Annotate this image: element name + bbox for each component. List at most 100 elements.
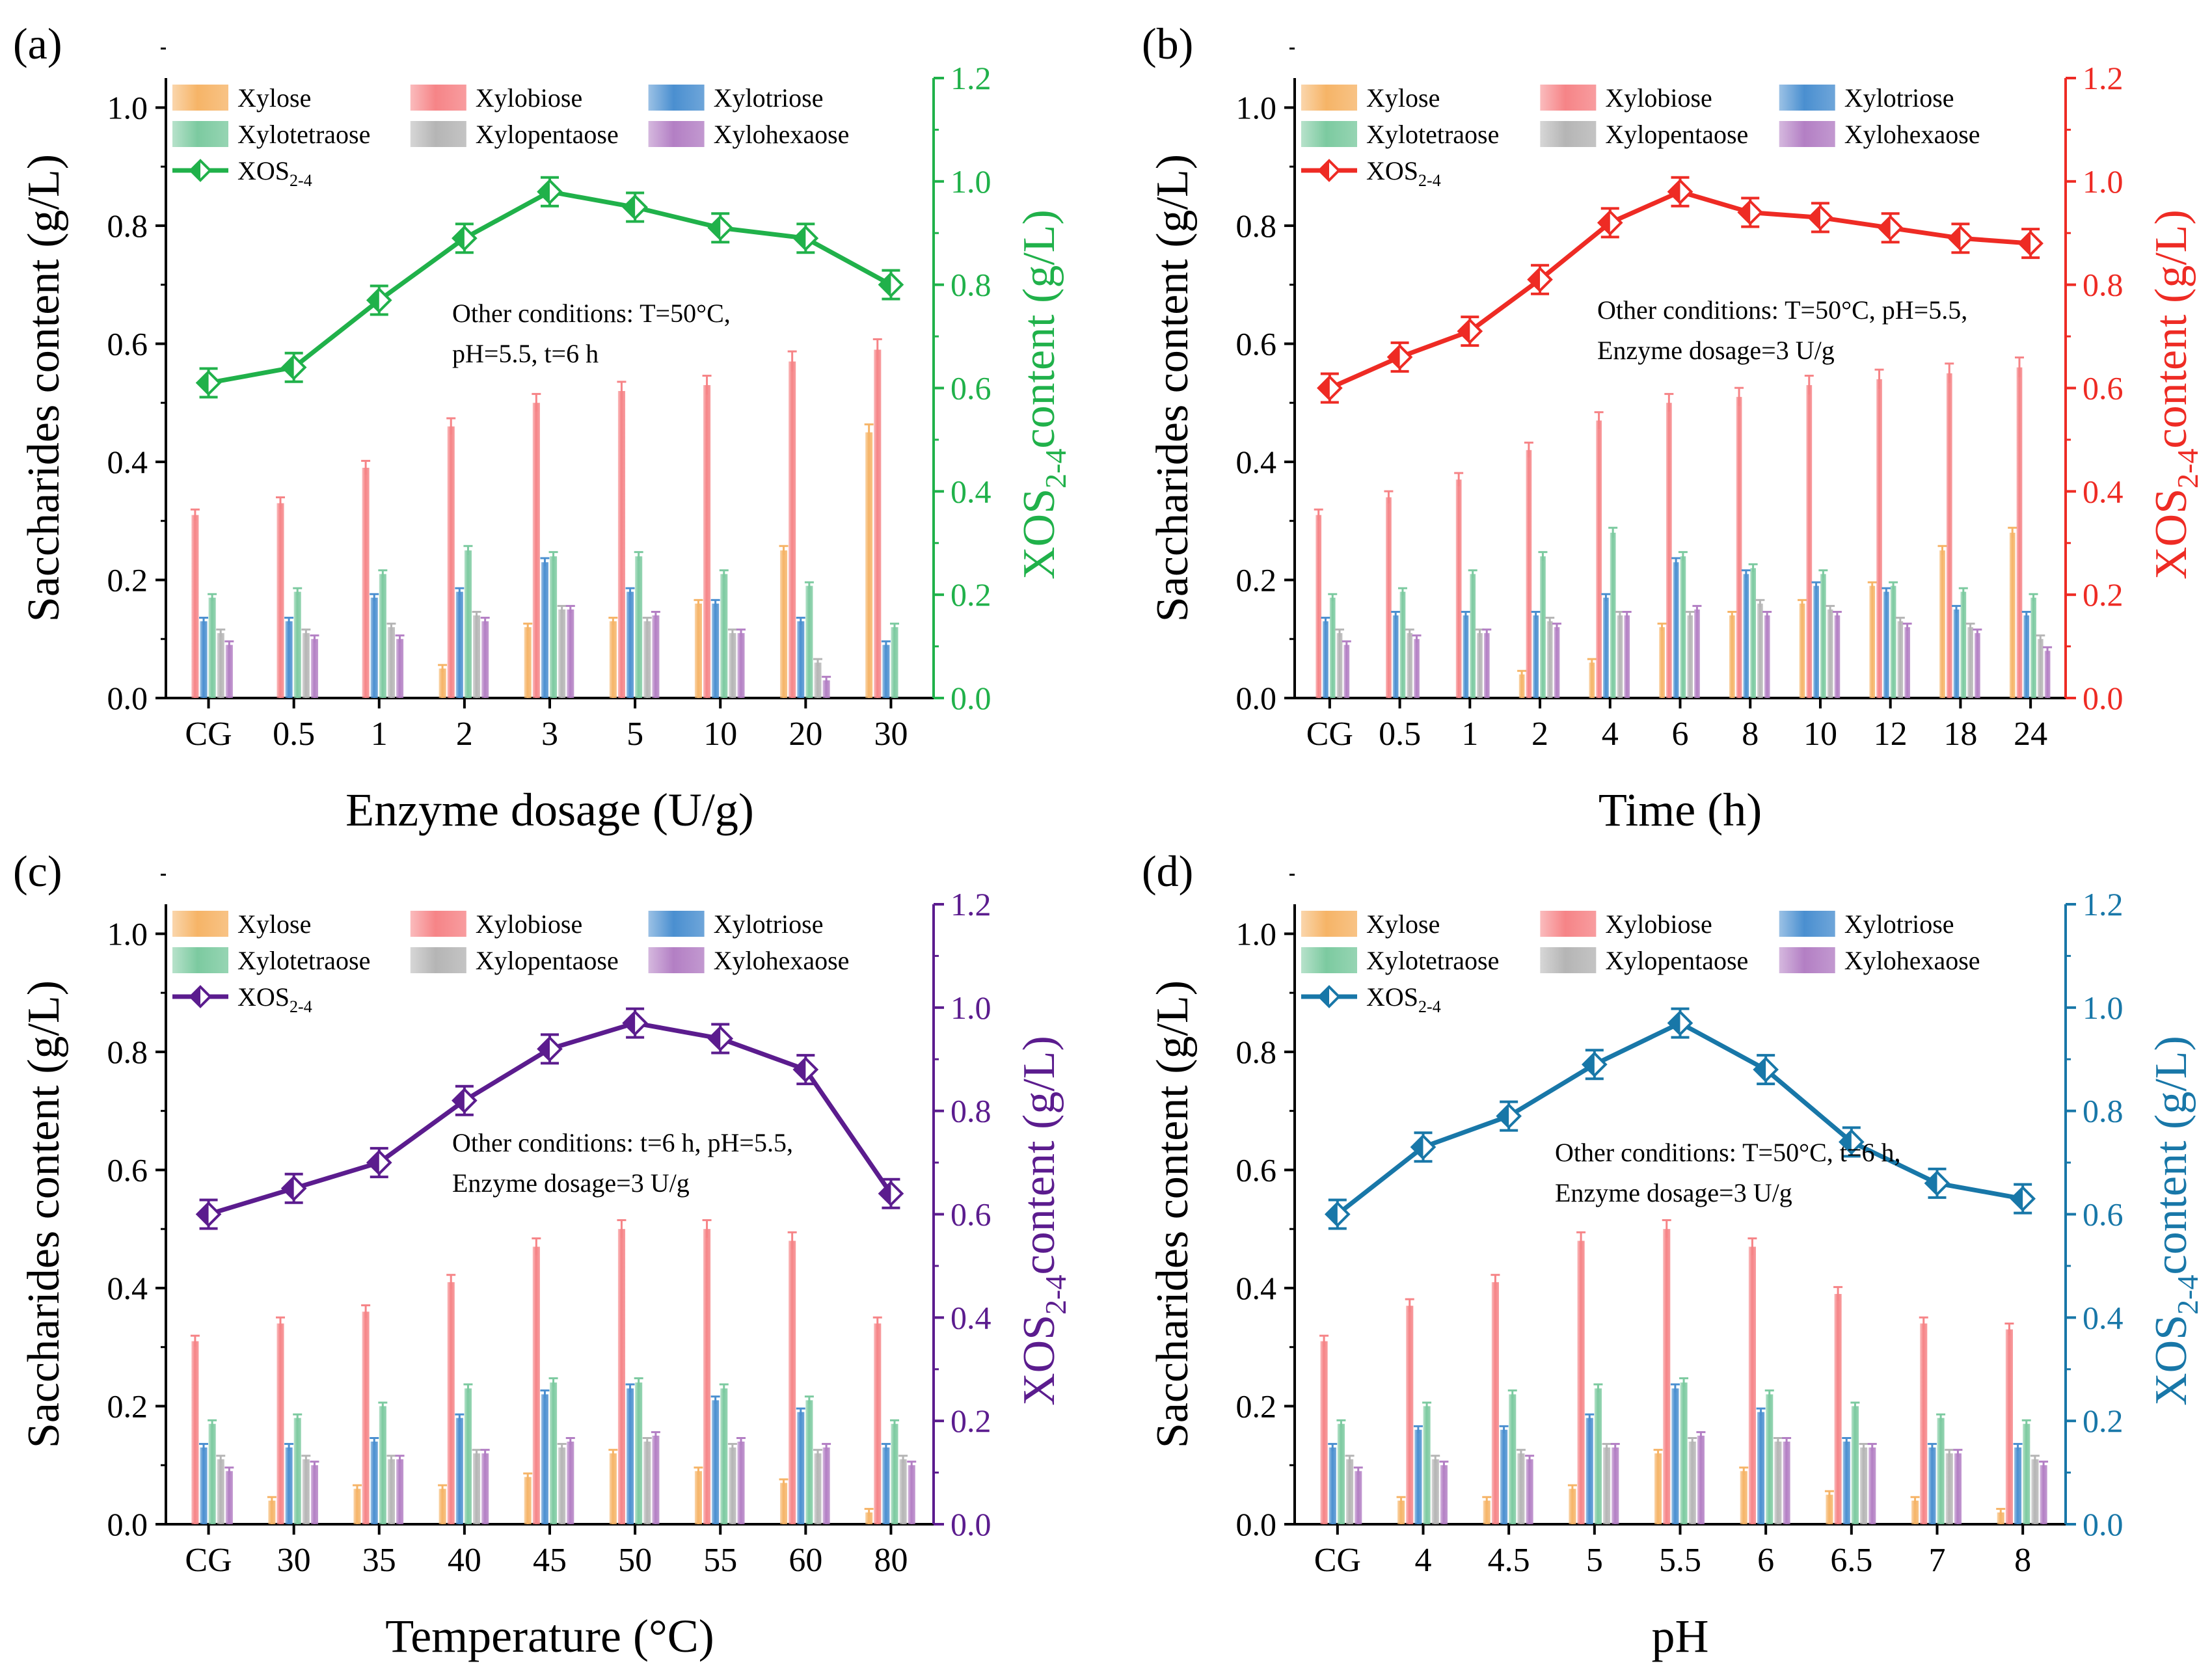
y-tick-label: 0.6 [1236,1151,1277,1188]
y-axis-title: Saccharides content (g/L) [1148,154,1198,622]
bar-xylose [1483,1500,1490,1524]
annotation-text: pH=5.5, t=6 h [452,339,599,368]
bar-xylose [268,1500,276,1524]
y2-tick-label: 1.2 [951,886,991,922]
bar-xylotetraose [1509,1394,1517,1524]
bar-xylotriose [2014,1447,2022,1524]
y-tick-label: 0.2 [1236,1388,1277,1424]
x-axis-title: Time (h) [1598,784,1762,836]
bar-xylohexaose [1355,1471,1362,1524]
bar-xylose [865,1512,873,1524]
x-axis-title: Enzyme dosage (U/g) [345,784,754,836]
bar-xylopentaose [1945,1453,1953,1524]
y2-tick-label: 0.8 [951,1093,991,1129]
bar-xylotriose [1463,615,1469,698]
bar-xylohexaose [822,1447,830,1524]
bar-xylopentaose [1603,1447,1611,1524]
legend-swatch [1540,121,1597,147]
legend-line-main: XOS [1366,156,1418,185]
bar-xylotriose [882,645,890,698]
bar-xylopentaose [302,633,310,698]
y2-tick-label: 0.2 [2083,576,2124,613]
bar-xylose [524,1477,532,1524]
bar-xylohexaose [1904,627,1910,698]
x-tick-label: 0.5 [1379,716,1421,753]
legend-label: Xylotetraose [237,946,370,975]
y2-title-main: XOS [2146,489,2196,580]
x-tick-label: 30 [277,1542,311,1579]
bar-xylohexaose [1834,615,1841,698]
xos-point-fill [282,1177,294,1200]
bar-xylotetraose [1680,556,1686,698]
bar-xylobiose [1876,379,1882,698]
bar-xylose [694,603,702,698]
bar-xylohexaose [567,609,574,698]
bar-xylotriose [285,1447,293,1524]
bar-xylotriose [2023,615,2030,698]
y-axis-title: Saccharides content (g/L) [1148,980,1198,1448]
bar-xylohexaose [822,680,830,698]
legend-swatch [172,121,228,147]
bar-xylopentaose [1617,615,1623,698]
y-tick-label: 0.0 [107,1506,148,1542]
xos-point-fill [1926,1172,1937,1194]
bar-xylotriose [1953,609,1960,698]
bar-xylohexaose [481,621,489,698]
xos-point-fill [453,1089,465,1112]
y2-title-rest: content (g/L) [2146,209,2196,448]
bar-xylohexaose [1974,633,1980,698]
panel-label: (c) [13,846,62,896]
bar-xylohexaose [908,1465,915,1524]
bar-xylohexaose [310,1465,318,1524]
y-tick-label: 0.6 [107,1151,148,1188]
bar-xylotetraose [2030,597,2036,698]
y2-tick-label: 0.2 [2083,1403,2124,1439]
xos-point-fill [1809,206,1820,229]
bar-xylopentaose [473,1453,481,1524]
legend: Xylose Xylobiose Xylotriose Xylotetraose Xyl… [172,909,849,1016]
xos-point-fill [794,227,806,250]
bar-xylopentaose [217,1459,224,1524]
bar-xylotetraose [1960,591,1967,698]
legend-swatch [410,911,466,937]
bar-xylobiose [276,1323,284,1524]
bar-xylotriose [1928,1447,1936,1524]
xos-point-fill [539,180,550,203]
bar-xylobiose [362,468,370,698]
annotation-text: Enzyme dosage=3 U/g [1597,336,1835,365]
chart-panel-4: (d) 0.0 0.2 0.4 0.6 0.8 1.0 0.0 0.2 0.4 0.6 0.8 1.0 1… [1142,846,2204,1662]
xos-point-fill [1755,1058,1766,1081]
bar-xylose [780,1483,788,1524]
bar-xylotetraose [1851,1406,1859,1524]
legend-swatch [1779,85,1835,111]
y-tick-label: 0.4 [107,1270,148,1306]
bar-xylose [1911,1500,1919,1524]
bar-xylose [694,1471,702,1524]
bar-xylotetraose [1890,585,1896,698]
bar-xylopentaose [387,1459,395,1524]
y-tick-label: 0.6 [1236,325,1277,362]
bar-xylopentaose [1774,1441,1782,1524]
bar-xylotetraose [1594,1388,1602,1524]
legend-swatch [172,911,228,937]
bar-xylohexaose [652,1435,660,1524]
legend: Xylose Xylobiose Xylotriose Xylotetraose Xyl… [172,83,849,190]
bar-xylose [353,1488,361,1524]
x-tick-label: 10 [703,716,737,753]
bar-xylotetraose [891,1423,898,1524]
annotation-text: Other conditions: T=50°C, [452,299,731,328]
x-tick-label: 6 [1757,1542,1774,1579]
xos-point-fill [794,1058,806,1081]
legend-swatch [172,947,228,973]
bar-xylopentaose [2031,1459,2039,1524]
bar-xylotetraose [464,1388,472,1524]
legend-swatch [1779,911,1835,937]
bar-xylobiose [874,1323,882,1524]
legend-label: Xylotetraose [237,120,370,149]
chart-panel-2: (b) 0.0 0.2 0.4 0.6 0.8 1.0 0.0 0.2 0.4 0.6 0.8 1.0 1… [1142,19,2204,836]
bar-xylopentaose [729,1447,736,1524]
annotation-text: Enzyme dosage=3 U/g [452,1168,690,1198]
bar-xylopentaose [1860,1447,1868,1524]
x-tick-label: 35 [362,1542,396,1579]
annotation-text: Other conditions: t=6 h, pH=5.5, [452,1128,793,1157]
